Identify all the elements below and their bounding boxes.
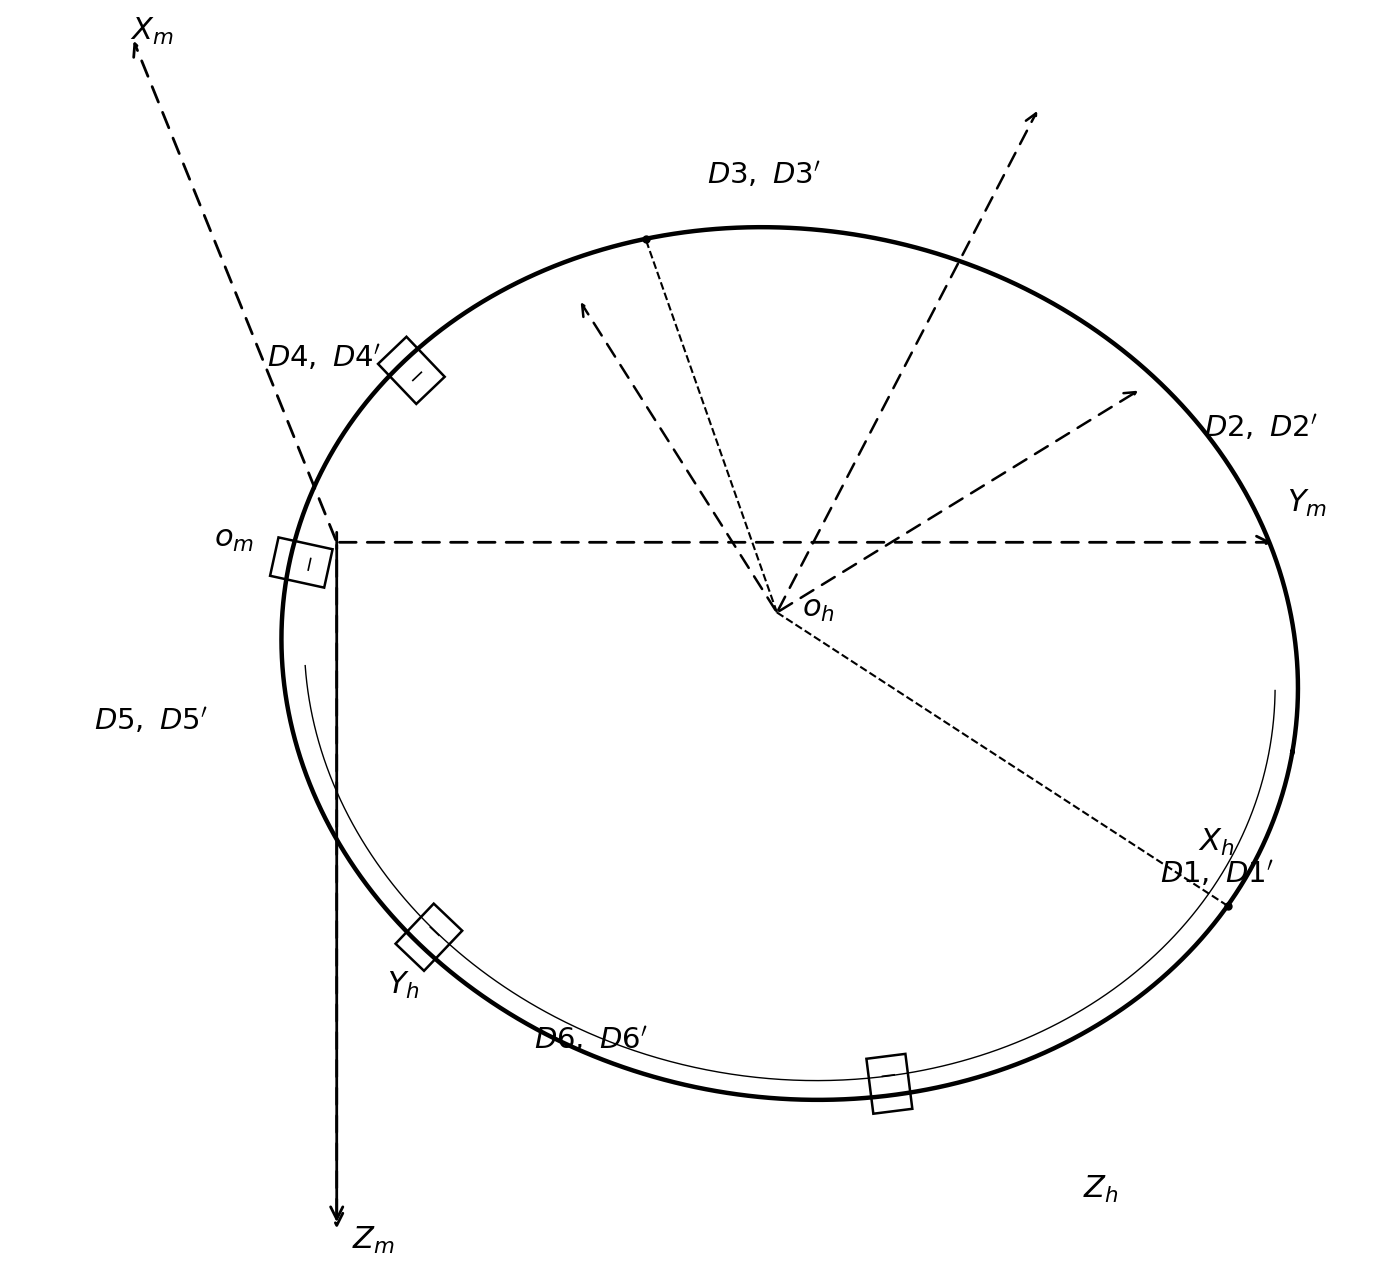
Text: $D2,\ D2^{\prime}$: $D2,\ D2^{\prime}$ [1205,412,1319,443]
Text: $D1,\ D1^{\prime}$: $D1,\ D1^{\prime}$ [1160,859,1274,889]
Text: $D3,\ D3^{\prime}$: $D3,\ D3^{\prime}$ [708,160,822,190]
Text: $Z_h$: $Z_h$ [1083,1174,1119,1205]
Text: $D5,\ D5^{\prime}$: $D5,\ D5^{\prime}$ [94,706,208,736]
Text: $X_h$: $X_h$ [1198,827,1234,857]
Text: $o_m$: $o_m$ [214,523,254,554]
Text: $D6,\ D6^{\prime}$: $D6,\ D6^{\prime}$ [534,1025,648,1055]
Text: $X_m$: $X_m$ [130,17,174,47]
Text: $Y_h$: $Y_h$ [387,970,419,1000]
Text: $o_h$: $o_h$ [802,593,836,624]
Text: $D4,\ D4^{\prime}$: $D4,\ D4^{\prime}$ [266,342,380,373]
Text: $Y_m$: $Y_m$ [1287,489,1327,519]
Text: $Z_m$: $Z_m$ [353,1225,396,1256]
